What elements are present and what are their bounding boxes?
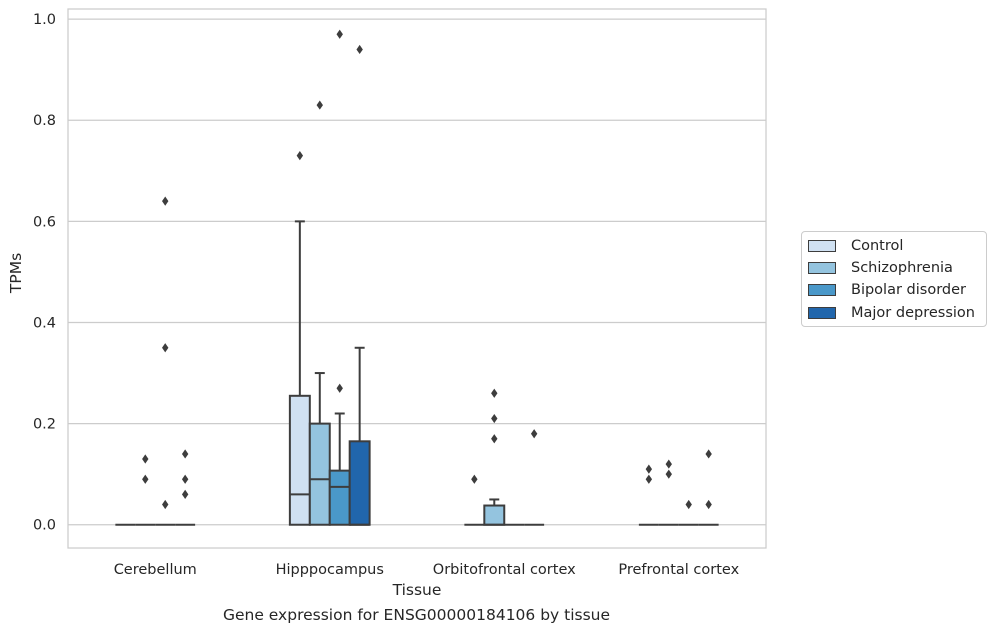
outlier-point (181, 489, 189, 500)
outlier-point (336, 29, 343, 39)
box-schizophrenia-hipppocampus (308, 372, 331, 526)
outlier-point (530, 429, 538, 439)
legend-item-schizophrenia: Schizophrenia (808, 258, 953, 278)
outlier-point (181, 474, 189, 484)
outlier-point (685, 499, 692, 510)
chart-caption: Gene expression for ENSG00000184106 by t… (222, 606, 611, 624)
x-tick-label-orbitofrontal-cortex: Orbitofrontal cortex (433, 562, 576, 578)
x-tick-label-cerebellum: Cerebellum (114, 562, 197, 578)
outlier-point (491, 434, 498, 444)
outlier-point (356, 44, 363, 55)
outlier-point (296, 151, 304, 161)
outliers (142, 29, 712, 510)
box-schizophrenia-orbitofrontal-cortex (483, 498, 506, 526)
outlier-point (162, 196, 169, 206)
outlier-point (491, 413, 498, 424)
x-tick-labels: Cerebellum Hipppocampus Orbitofrontal cort… (114, 562, 740, 578)
box-body (288, 394, 311, 526)
outlier-point (705, 499, 712, 510)
outlier-point (162, 343, 169, 353)
legend: Control Schizophrenia Bipolar disorder M… (801, 231, 987, 327)
outlier-point (645, 474, 653, 484)
outlier-point (645, 464, 653, 474)
outlier-point (316, 100, 323, 110)
y-tick-label: 0.2 (33, 417, 56, 433)
outlier-point (142, 474, 149, 484)
box-body (483, 504, 506, 526)
outlier-point (142, 454, 149, 464)
legend-swatch-control (808, 240, 836, 252)
legend-item-bipolar-disorder: Bipolar disorder (808, 280, 966, 300)
outlier-point (336, 383, 343, 393)
gridlines (68, 18, 766, 526)
y-tick-label: 0.0 (33, 518, 56, 534)
outlier-point (162, 499, 169, 510)
box-major-depression-hipppocampus (348, 346, 371, 526)
x-tick-label-hipppocampus: Hipppocampus (276, 562, 384, 578)
legend-label-schizophrenia: Schizophrenia (851, 260, 953, 276)
outlier-point (665, 459, 672, 469)
box-body (308, 422, 331, 526)
y-axis-label: TPMs (7, 253, 25, 294)
legend-item-control: Control (808, 236, 903, 256)
box-body (328, 469, 351, 526)
outlier-point (705, 449, 712, 459)
y-tick-label: 0.6 (33, 214, 56, 230)
outlier-point (471, 474, 478, 484)
legend-swatch-bipolar-disorder (808, 284, 836, 296)
x-axis-label: Tissue (392, 581, 442, 599)
legend-label-bipolar-disorder: Bipolar disorder (851, 282, 966, 298)
legend-item-major-depression: Major depression (808, 303, 975, 323)
legend-swatch-schizophrenia (808, 262, 836, 274)
legend-label-major-depression: Major depression (851, 305, 975, 321)
y-tick-label: 0.4 (33, 315, 56, 331)
outlier-point (665, 469, 672, 479)
outlier-point (181, 449, 189, 459)
y-tick-label: 1.0 (33, 12, 56, 28)
box-bipolar-disorder-hipppocampus (328, 412, 351, 526)
legend-swatch-major-depression (808, 307, 836, 319)
y-tick-labels: 0.0 0.2 0.4 0.6 0.8 1.0 (33, 12, 56, 534)
box-control-hipppocampus (288, 220, 311, 526)
boxes (115, 220, 719, 526)
x-tick-label-prefrontal-cortex: Prefrontal cortex (618, 562, 739, 578)
legend-label-control: Control (851, 238, 904, 254)
box-body (348, 440, 371, 526)
plot-area-frame (67, 8, 767, 549)
outlier-point (491, 388, 498, 398)
y-tick-label: 0.8 (33, 113, 56, 129)
